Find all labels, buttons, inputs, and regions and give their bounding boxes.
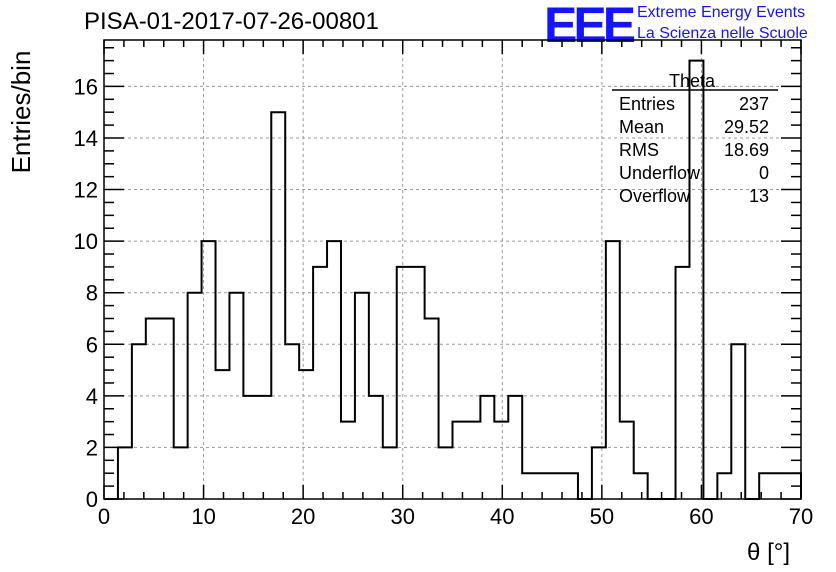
stats-value: 29.52 [724,117,769,137]
histogram-bin [676,267,690,499]
stats-value: 18.69 [724,140,769,160]
histogram-bin [341,422,355,499]
stats-label: Overflow [619,186,691,206]
y-tick-label: 8 [86,281,98,306]
brand-line-1: Extreme Energy Events [637,4,806,21]
histogram-bin [313,267,327,499]
tick-labels: 0 10 20 30 40 50 60 70 0 2 4 6 8 10 12 14 16 [74,74,814,529]
histogram-bin [132,344,146,499]
histogram-bin [439,447,453,499]
histogram-bin [466,422,480,499]
brand-line-2: La Scienza nelle Scuole [637,25,808,42]
x-tick-label: 0 [98,504,110,529]
histogram-bin [327,241,341,499]
histogram-outline [104,59,802,500]
x-tick-label: 60 [689,504,713,529]
histogram-bin [592,447,606,499]
stats-label: RMS [619,140,659,160]
y-tick-label: 14 [74,126,98,151]
y-tick-label: 4 [86,384,98,409]
x-tick-label: 10 [191,504,215,529]
stats-box: Theta Entries 237 Mean 29.52 RMS 18.69 Underfl… [612,71,778,206]
y-tick-label: 2 [86,435,98,460]
histogram-bin [411,267,425,499]
histogram-bin [773,473,787,499]
x-tick-label: 40 [490,504,514,529]
histogram-bin [717,473,731,499]
plot-frame [103,39,802,500]
histogram-bin [522,473,536,499]
histogram-bin [425,318,439,499]
x-tick-label: 20 [291,504,315,529]
histogram-bars [104,59,802,500]
stats-value: 13 [749,186,769,206]
stats-title: Theta [669,71,716,91]
histogram-bin [146,318,160,499]
x-tick-label: 30 [390,504,414,529]
y-tick-label: 12 [74,178,98,203]
histogram-bin [160,318,174,499]
y-tick-label: 6 [86,332,98,357]
histogram-bin [257,396,271,499]
histogram-bin [731,344,745,499]
histogram-bin [118,447,132,499]
axis-ticks [103,40,802,500]
x-axis-label: θ [°] [747,539,790,566]
histogram-bin [271,112,285,499]
stats-label: Mean [619,117,664,137]
histogram-bin [634,473,648,499]
run-title: PISA-01-2017-07-26-00801 [84,8,379,35]
histogram-bin [494,422,508,499]
stats-value: 0 [759,163,769,183]
histogram-bin [453,422,467,499]
y-tick-label: 16 [74,74,98,99]
histogram-bin [620,422,634,499]
stats-label: Entries [619,94,675,114]
y-tick-label: 10 [74,229,98,254]
stats-value: 237 [739,94,769,114]
y-tick-label: 0 [86,487,98,512]
x-tick-label: 70 [789,504,813,529]
histogram-bin [397,267,411,499]
histogram-bin [299,370,313,499]
x-tick-label: 50 [590,504,614,529]
histogram-bin [536,473,550,499]
eee-logo: EEE [544,0,636,53]
histogram-bin [564,473,578,499]
grid-lines [104,40,801,499]
histogram-bin [606,241,620,499]
histogram-bin [174,447,188,499]
histogram-bin [285,344,299,499]
histogram-bin [383,447,397,499]
histogram-bin [216,370,230,499]
y-axis-label: Entries/bin [6,51,36,174]
stats-label: Underflow [619,163,701,183]
